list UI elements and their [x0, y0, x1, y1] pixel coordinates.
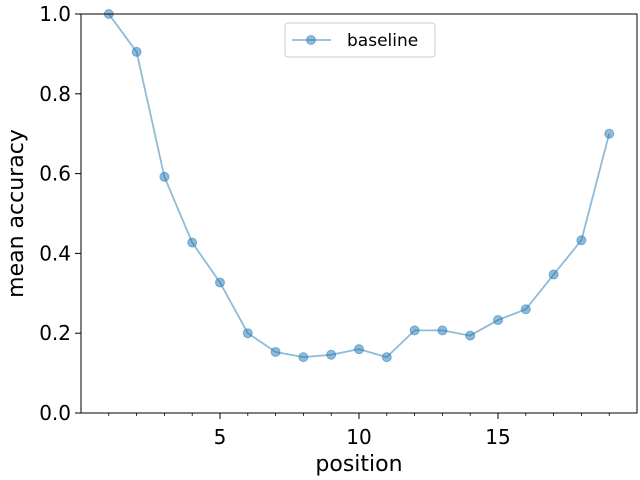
data-point [187, 237, 198, 248]
data-point [215, 277, 225, 288]
y-tick-label: 0.6 [39, 162, 71, 186]
y-tick-label: 0.8 [39, 82, 71, 106]
data-point [465, 330, 476, 341]
data-point [493, 315, 503, 326]
legend: baseline [284, 22, 436, 58]
y-tick-label: 0.4 [39, 241, 71, 265]
data-point [381, 352, 392, 363]
legend-box [284, 22, 436, 58]
x-tick-label: 5 [214, 425, 227, 449]
y-tick-label: 0.2 [39, 321, 71, 345]
data-point [409, 325, 420, 336]
plot-area [103, 9, 615, 363]
y-tick-label: 0.0 [39, 401, 71, 425]
legend-label: baseline [347, 31, 418, 51]
y-tick-label: 1.0 [39, 2, 71, 26]
y-axis-label: mean accuracy [4, 129, 29, 298]
data-point [548, 269, 559, 280]
data-point [604, 128, 615, 139]
data-point [326, 349, 337, 360]
data-point [131, 46, 142, 57]
data-point [520, 304, 531, 315]
data-point [437, 325, 448, 336]
axes: 5 10 15 0.0 0.2 0.4 0.6 0.8 1.0 [39, 2, 638, 449]
data-point [354, 344, 364, 355]
x-tick-label: 15 [485, 425, 510, 449]
x-axis-label: position [315, 452, 402, 477]
data-point [242, 328, 253, 339]
data-point [576, 235, 587, 246]
data-point [270, 346, 281, 357]
data-point [159, 171, 170, 182]
data-point [298, 352, 309, 363]
legend-marker [306, 35, 316, 45]
x-tick-label: 10 [346, 425, 371, 449]
